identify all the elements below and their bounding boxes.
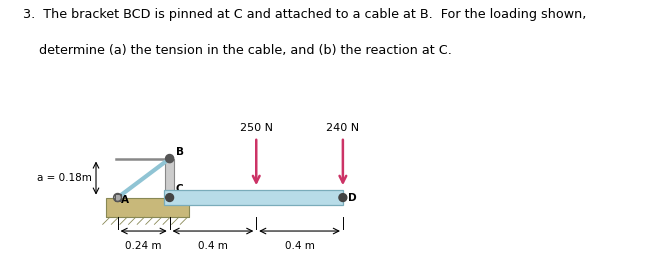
Bar — [106, 198, 190, 217]
Circle shape — [339, 194, 347, 201]
Bar — [165, 158, 174, 198]
Circle shape — [165, 194, 174, 201]
Bar — [163, 190, 343, 205]
Text: 0.4 m: 0.4 m — [198, 241, 228, 251]
Text: 240 N: 240 N — [326, 123, 359, 133]
Text: A: A — [121, 194, 129, 204]
Text: D: D — [348, 193, 356, 202]
Text: 0.24 m: 0.24 m — [125, 241, 162, 251]
Circle shape — [165, 155, 174, 163]
Text: B: B — [176, 147, 184, 157]
Text: 3.  The bracket BCD is pinned at C and attached to a cable at B.  For the loadin: 3. The bracket BCD is pinned at C and at… — [23, 8, 587, 21]
Text: a = 0.18m: a = 0.18m — [38, 173, 92, 183]
Text: 250 N: 250 N — [240, 123, 273, 133]
Text: 0.4 m: 0.4 m — [285, 241, 314, 251]
Text: determine (a) the tension in the cable, and (b) the reaction at C.: determine (a) the tension in the cable, … — [23, 44, 452, 57]
Bar — [115, 194, 121, 201]
Text: C: C — [176, 184, 183, 194]
